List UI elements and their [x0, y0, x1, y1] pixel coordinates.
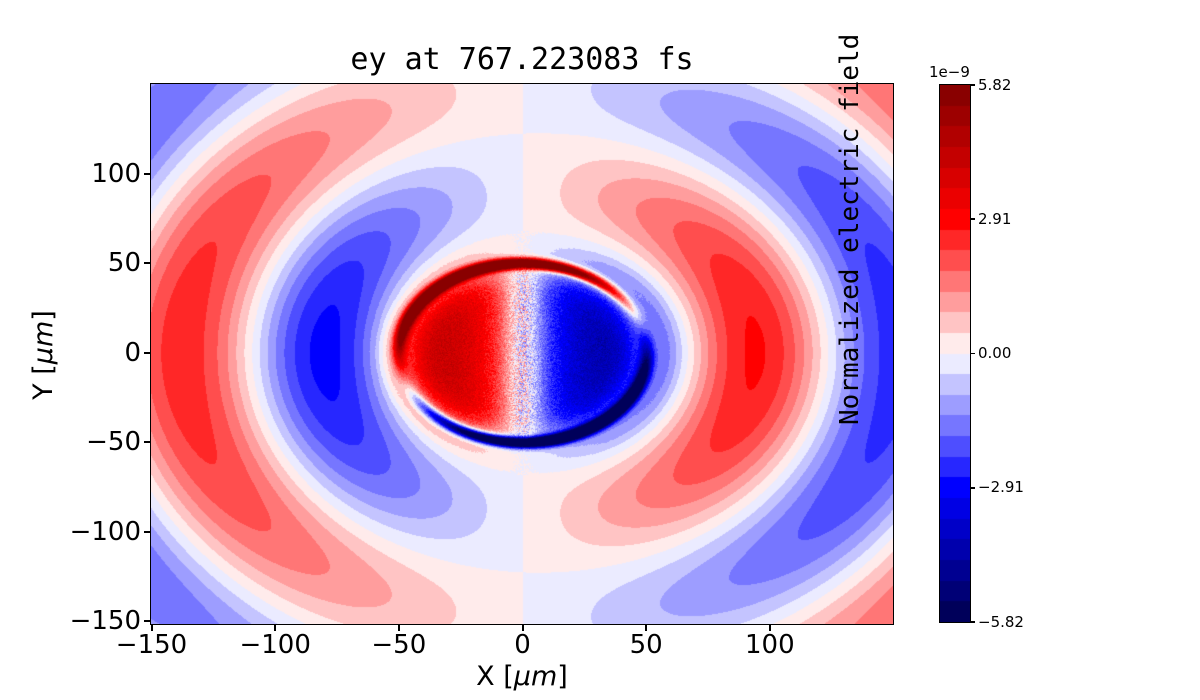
y-tick-mark: [144, 441, 151, 444]
field-heatmap-canvas: [151, 84, 893, 624]
plot-title: ey at 767.223083 fs: [350, 42, 694, 77]
y-tick-mark: [144, 620, 151, 623]
x-tick-mark: [521, 624, 524, 631]
x-tick-mark: [645, 624, 648, 631]
x-tick-label: 0: [514, 630, 531, 660]
y-tick-mark: [144, 262, 151, 265]
x-axis-label-close: ]: [557, 661, 568, 692]
y-tick-label: 100: [91, 158, 141, 189]
x-tick-label: 50: [629, 630, 663, 660]
y-axis-label-close: ]: [28, 310, 59, 321]
y-tick-label: −100: [69, 516, 141, 547]
x-axis-label: X [μm]: [151, 662, 893, 692]
x-tick-mark: [150, 624, 153, 631]
colorbar-tick-mark: [970, 218, 975, 221]
y-tick-mark: [144, 172, 151, 175]
colorbar-tick-mark: [970, 621, 975, 623]
x-tick-mark: [768, 624, 771, 631]
x-axis-label-text: X [: [476, 661, 514, 692]
x-tick-label: 100: [745, 630, 795, 660]
y-tick-mark: [144, 530, 151, 533]
x-tick-label: −100: [239, 630, 311, 660]
plot-axes-border: [150, 83, 894, 625]
y-axis-label-text: Y [: [28, 364, 59, 400]
colorbar-tick-label: 5.82: [978, 75, 1012, 94]
colorbar-label: Normalized electric field: [835, 34, 1135, 425]
colorbar-tick-mark: [970, 352, 975, 355]
colorbar-tick-label: −2.91: [978, 478, 1024, 497]
colorbar-tick-mark: [970, 486, 975, 489]
x-tick-mark: [397, 624, 400, 631]
colorbar-tick-mark: [970, 84, 975, 86]
colorbar-tick-label: −5.82: [978, 612, 1024, 631]
y-axis-label: Y [μm]: [28, 275, 59, 435]
x-tick-mark: [274, 624, 277, 631]
colorbar-tick-label: 2.91: [978, 209, 1012, 228]
y-tick-label: 50: [107, 248, 141, 279]
colorbar-tick-label: 0.00: [978, 344, 1012, 362]
y-axis-unit: μm: [28, 320, 59, 365]
y-tick-label: −50: [86, 427, 141, 458]
x-tick-label: −50: [371, 630, 427, 660]
y-tick-label: −150: [69, 606, 141, 637]
colorbar-offset-text: 1e−9: [929, 63, 970, 81]
y-tick-label: 0: [124, 337, 141, 368]
y-tick-mark: [144, 351, 151, 354]
x-axis-unit: μm: [513, 661, 558, 692]
x-tick-label: −150: [115, 630, 188, 660]
colorbar-gradient-canvas: [940, 85, 970, 622]
